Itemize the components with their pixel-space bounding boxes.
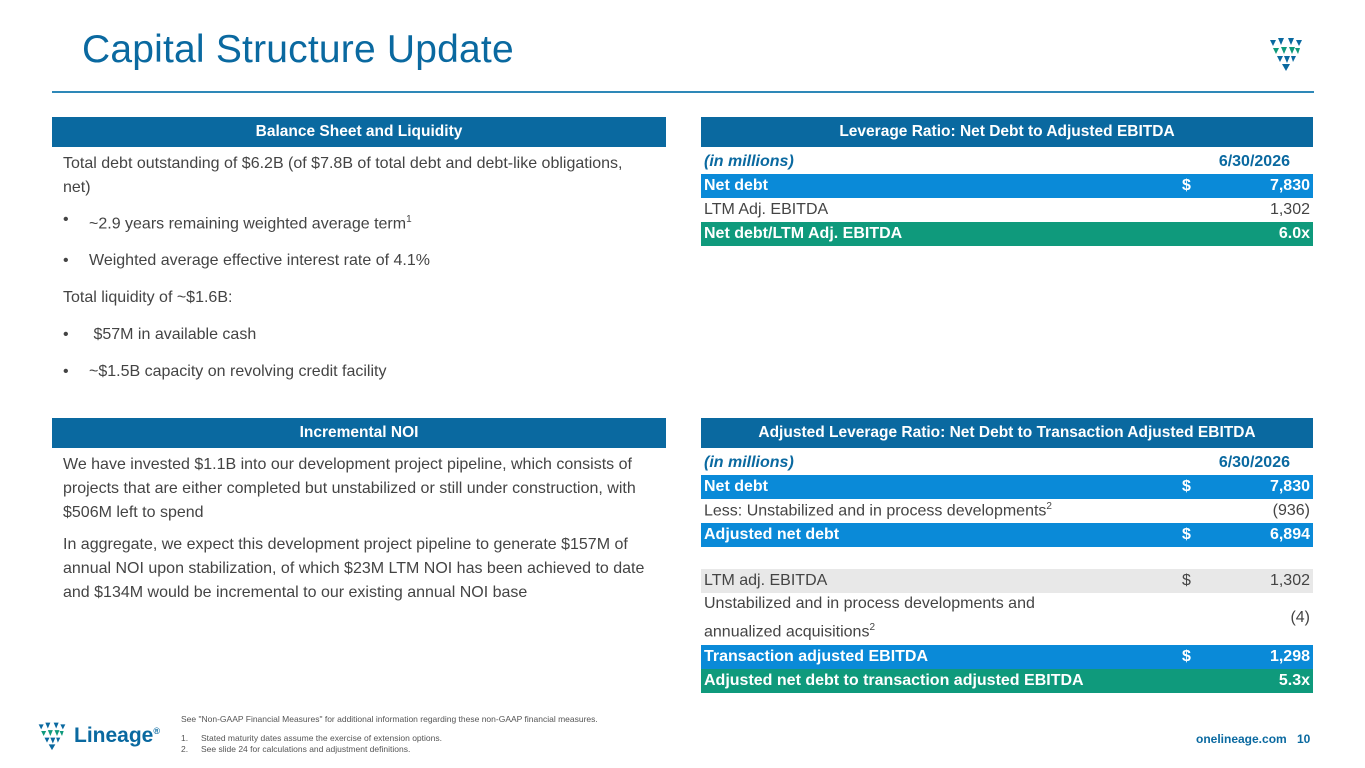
- website-link[interactable]: onelineage.com: [1196, 732, 1287, 746]
- liquidity-paragraph: Total liquidity of ~$1.6B:: [63, 289, 233, 307]
- bullet-item: • $57M in available cash: [63, 326, 257, 344]
- title-divider: [52, 91, 1314, 93]
- footnote-2: 2. See slide 24 for calculations and adj…: [181, 744, 411, 754]
- table-header-row: (in millions) 6/30/2026: [704, 454, 1290, 471]
- leverage-ratio-table: (in millions) 6/30/2026 Net debt $ 7,830…: [701, 150, 1313, 246]
- balance-sheet-text: Total debt outstanding of $6.2B (of $7.8…: [63, 152, 653, 397]
- bullet-item: • ~$1.5B capacity on revolving credit fa…: [63, 363, 387, 381]
- adjusted-leverage-header: Adjusted Leverage Ratio: Net Debt to Tra…: [701, 418, 1313, 448]
- bullet-item: • ~2.9 years remaining weighted average …: [63, 211, 412, 233]
- table-row: Net debt $ 7,830: [701, 475, 1313, 499]
- incremental-noi-text: We have invested $1.1B into our developm…: [63, 453, 653, 613]
- footnote-1: 1. Stated maturity dates assume the exer…: [181, 733, 442, 743]
- page-title: Capital Structure Update: [82, 28, 514, 71]
- table-row: LTM Adj. EBITDA 1,302: [704, 201, 1310, 218]
- lineage-mark-icon: [38, 722, 66, 751]
- table-row: LTM adj. EBITDA $ 1,302: [701, 569, 1313, 593]
- table-header-row: (in millions) 6/30/2026: [704, 153, 1290, 170]
- table-row: Unstabilized and in process developments…: [704, 594, 1310, 641]
- non-gaap-note: See "Non-GAAP Financial Measures" for ad…: [181, 714, 598, 724]
- table-row: Adjusted net debt $ 6,894: [701, 523, 1313, 547]
- adjusted-leverage-table: (in millions) 6/30/2026 Net debt $ 7,830…: [701, 451, 1313, 693]
- noi-paragraph-2: In aggregate, we expect this development…: [63, 536, 645, 601]
- balance-sheet-header: Balance Sheet and Liquidity: [52, 117, 666, 147]
- table-row: Adjusted net debt to transaction adjuste…: [701, 669, 1313, 693]
- page-number: 10: [1297, 732, 1311, 746]
- table-row: Net debt/LTM Adj. EBITDA 6.0x: [701, 222, 1313, 246]
- table-spacer: [701, 547, 1313, 569]
- table-row: Transaction adjusted EBITDA $ 1,298: [701, 645, 1313, 669]
- incremental-noi-header: Incremental NOI: [52, 418, 666, 448]
- table-row: Net debt $ 7,830: [701, 174, 1313, 198]
- total-debt-paragraph: Total debt outstanding of $6.2B (of $7.8…: [63, 155, 623, 196]
- lineage-logo-icon: [1270, 38, 1302, 71]
- table-row: Less: Unstabilized and in process develo…: [704, 501, 1310, 520]
- footnotes: See "Non-GAAP Financial Measures" for ad…: [181, 714, 598, 755]
- leverage-ratio-header: Leverage Ratio: Net Debt to Adjusted EBI…: [701, 117, 1313, 147]
- bullet-item: • Weighted average effective interest ra…: [63, 252, 430, 270]
- noi-paragraph-1: We have invested $1.1B into our developm…: [63, 456, 636, 521]
- lineage-brand-logo: Lineage®: [36, 721, 160, 751]
